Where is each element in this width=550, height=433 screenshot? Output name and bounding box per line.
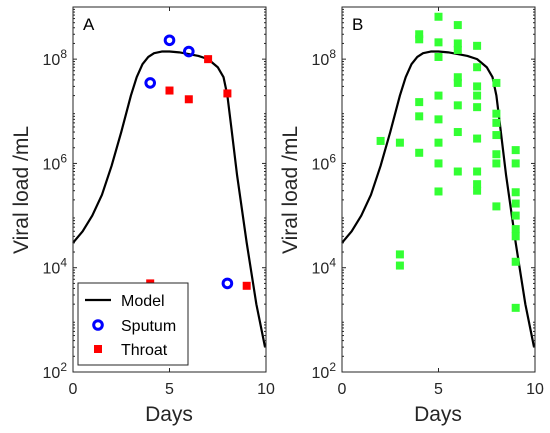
panel-b-ytick-label: 108	[312, 47, 337, 69]
panel-b-data-point	[415, 30, 424, 39]
panel-b-data-point	[511, 257, 520, 266]
panel-b-data-point	[434, 187, 443, 196]
panel-b-data-point	[492, 202, 501, 211]
panel-b-data-point	[453, 101, 462, 110]
panel-a-xtick-label: 5	[165, 381, 174, 398]
panel-b-data-point	[453, 167, 462, 176]
panel-b-data-point	[511, 188, 520, 197]
panel-b-data-point	[434, 12, 443, 21]
panel-b-ytick-label: 102	[312, 360, 337, 382]
panel-b-data-point	[511, 225, 520, 234]
panel-b-data-point	[434, 91, 443, 100]
panel-b-data-point	[511, 232, 520, 241]
panel-a-sputum-point	[163, 34, 176, 47]
panel-b-data-point	[492, 118, 501, 127]
panel-a-ytick-label: 104	[43, 256, 68, 278]
panel-b-data-point	[492, 159, 501, 168]
legend-throat-label: Throat	[121, 342, 168, 359]
panel-b-data-point	[473, 82, 482, 91]
panel-b-data-point	[473, 103, 482, 112]
panel-b-data-point	[473, 180, 482, 189]
panel-b-data-point	[453, 73, 462, 82]
panel-b-data-point	[453, 21, 462, 30]
panel-b-data-point	[434, 52, 443, 61]
legend-throat-marker	[94, 345, 102, 353]
panel-b-data-point	[434, 138, 443, 147]
panel-a-xtick-label: 0	[69, 381, 78, 398]
panel-b-data-point	[453, 39, 462, 48]
panel-b-data-point	[395, 261, 404, 270]
panel-b-data-point	[434, 115, 443, 124]
panel-b-xtick-label: 0	[338, 381, 347, 398]
panel-a-sputum-point	[183, 45, 195, 58]
panel-b-data-point	[492, 78, 501, 87]
panel-a-ytick-label: 106	[43, 151, 68, 173]
panel-b-data-point	[492, 150, 501, 159]
panel-b-data-point	[473, 167, 482, 176]
legend-sputum-label: Sputum	[121, 318, 176, 335]
panel-b-data-point	[453, 78, 462, 87]
panel-a-xtick-label: 10	[257, 381, 275, 398]
panel-b-data-point	[415, 112, 424, 121]
panel-b-data-point	[473, 41, 482, 50]
panel-b-xtick-label: 5	[434, 381, 443, 398]
panel-a-label: A	[83, 15, 95, 34]
panel-b-data-point	[511, 146, 520, 155]
panel-b-plot	[341, 12, 536, 348]
panel-b-data-point	[395, 250, 404, 259]
panel-a-legend: Model Sputum Throat	[77, 282, 189, 366]
panel-b-model-line	[341, 50, 536, 348]
panel-a-throat-point	[223, 89, 232, 98]
panel-b-data-point	[415, 148, 424, 157]
panel-a-xlabel: Days	[145, 403, 193, 426]
panel-a-throat-point	[184, 95, 193, 104]
panel-b-ylabel: Viral load /mL	[279, 126, 302, 254]
panel-b: B 0 5 10 102 104 106 108 Days Viral load /mL	[279, 6, 544, 426]
panel-a-throat-point	[242, 281, 251, 290]
panel-b-ytick-label: 106	[312, 151, 337, 173]
panel-b-data-point	[511, 199, 520, 208]
panel-a-ylabel: Viral load /mL	[10, 126, 33, 254]
panel-a-throat-point	[204, 55, 213, 64]
panel-b-xtick-label: 10	[526, 381, 544, 398]
panel-b-xlabel: Days	[414, 403, 462, 426]
panel-b-data-point	[473, 63, 482, 72]
panel-b-label: B	[352, 15, 363, 34]
legend-model-label: Model	[121, 293, 165, 310]
panel-b-data-point	[415, 35, 424, 44]
panel-a-ytick-label: 108	[43, 47, 68, 69]
panel-b-ytick-label: 104	[312, 256, 337, 278]
panel-b-data-point	[453, 128, 462, 137]
panel-a-ytick-label: 102	[43, 360, 68, 382]
panel-b-ticks: 0 5 10 102 104 106 108	[312, 7, 544, 398]
panel-a-sputum-point	[144, 77, 156, 89]
panel-a-model-line	[72, 50, 267, 348]
panel-b-data-point	[511, 211, 520, 220]
legend-sputum-marker	[92, 319, 104, 331]
panel-b-data-point	[492, 131, 501, 140]
panel-b-data-point	[473, 134, 482, 143]
panel-b-data-point	[415, 98, 424, 107]
panel-a: A 0 5 10 102 104 106 108 Days Viral load /mL M…	[10, 6, 275, 426]
panel-b-data-point	[473, 186, 482, 195]
panel-b-data-point	[511, 159, 520, 168]
panel-b-data-point	[511, 303, 520, 312]
panel-b-data-point	[473, 91, 482, 100]
panel-b-data-point	[434, 38, 443, 47]
panel-a-ticks: 0 5 10 102 104 106 108	[43, 7, 275, 398]
panel-b-data-point	[395, 138, 404, 147]
panel-b-data-point	[492, 109, 501, 118]
panel-b-data-point	[453, 45, 462, 54]
panel-b-data-point	[376, 136, 385, 145]
panel-a-sputum-point	[221, 277, 234, 290]
panel-a-throat-point	[165, 86, 174, 95]
panel-b-data-point	[434, 159, 443, 168]
